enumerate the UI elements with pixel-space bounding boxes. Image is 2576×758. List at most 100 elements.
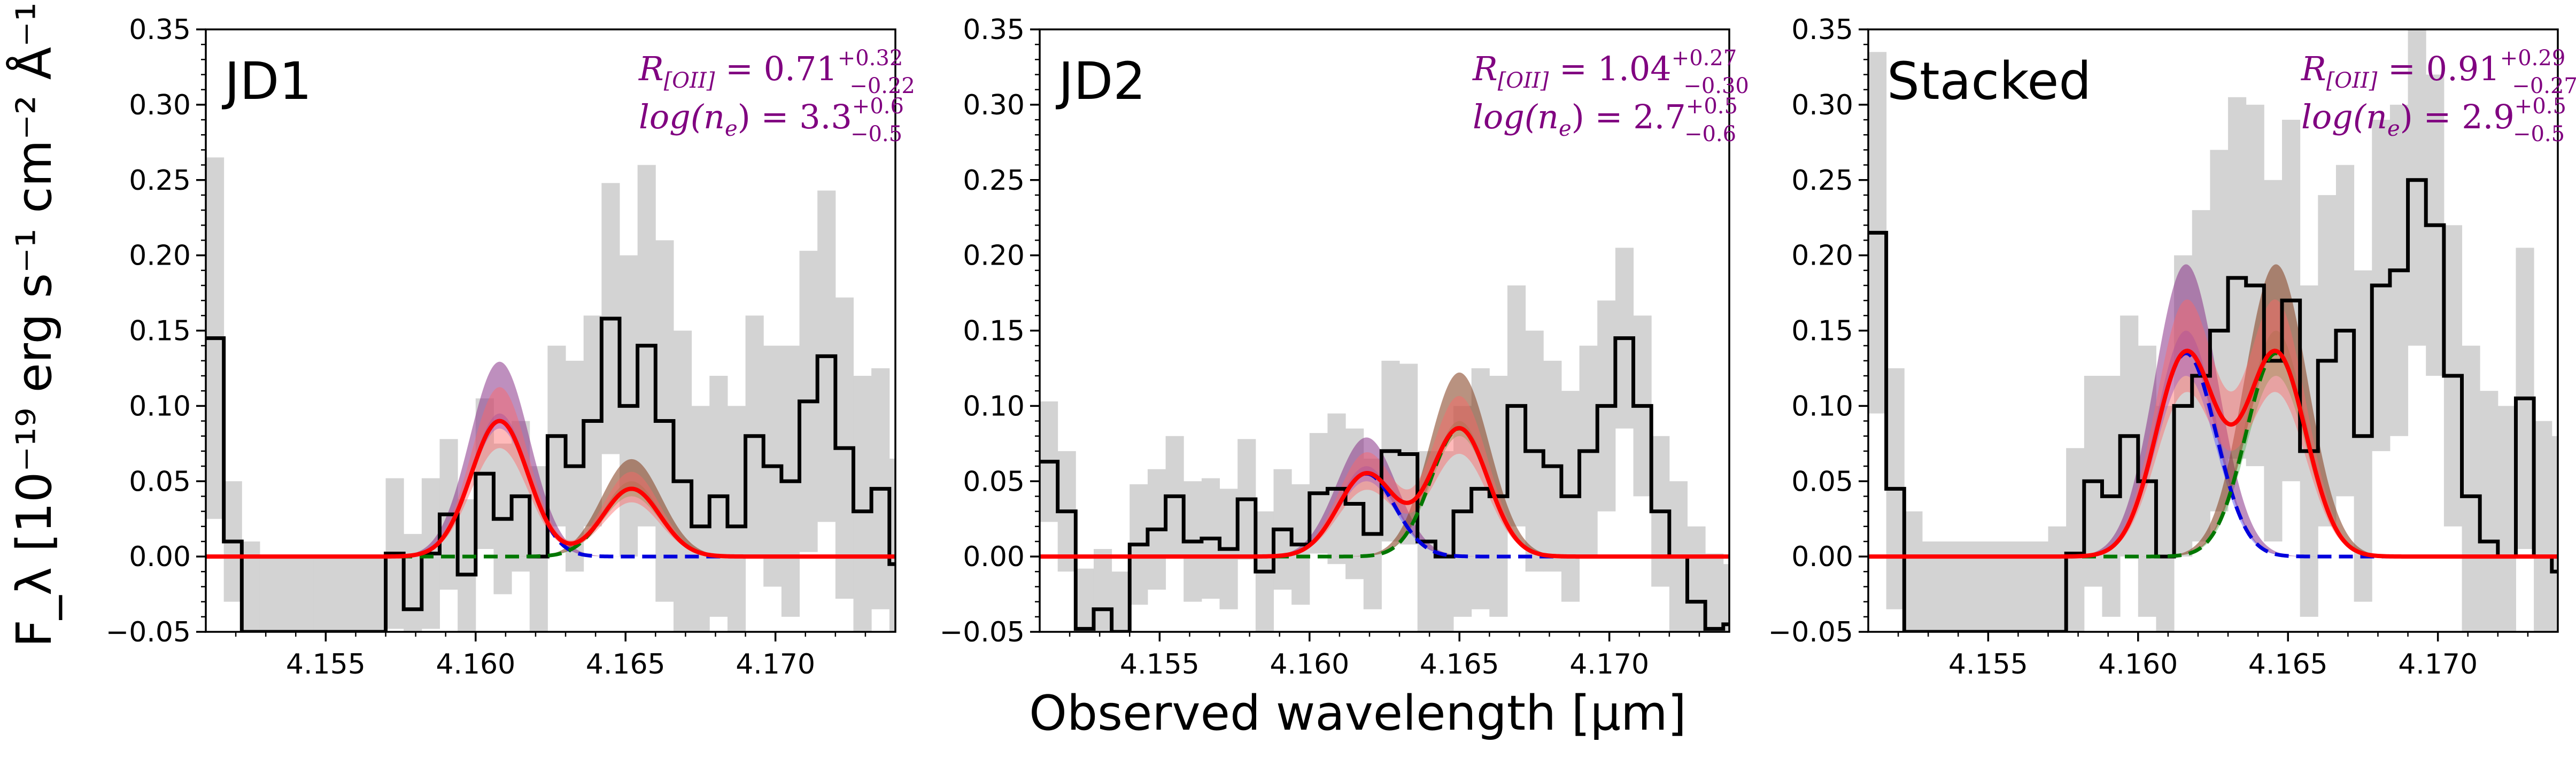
x-tick-label: 4.165: [2248, 648, 2328, 680]
error-band-bin: [907, 444, 925, 654]
annotation-log-ne: log(ne) = 2.7+0.5 −0.6: [1473, 94, 1738, 146]
error-band-bin: [2048, 526, 2067, 632]
y-tick-label: 0.10: [1791, 390, 1853, 422]
error-band-bin: [1867, 478, 1885, 599]
error-band-bin: [889, 458, 895, 632]
error-band-bin: [2462, 345, 2480, 632]
error-band-bin: [2408, 29, 2426, 346]
error-band-bin: [727, 406, 746, 632]
y-tick-label: 0.05: [1791, 466, 1853, 498]
total-model-line: [206, 419, 895, 559]
error-band-bin: [1705, 553, 1724, 632]
x-tick-label: 4.165: [1420, 648, 1499, 680]
y-tick-label: 0.00: [963, 541, 1025, 573]
annotation-log-ne: log(ne) = 3.3+0.6 −0.5: [639, 94, 904, 146]
y-tick-label: 0.35: [1791, 14, 1853, 46]
panel-jd2: −0.05 0.00 0.05 0.10 0.15 0.20 0.25 0.30 0.35 4.1…: [940, 14, 1885, 692]
error-band-bin: [313, 556, 332, 632]
x-tick-label: 4.160: [1270, 648, 1349, 680]
x-tick-label: 4.155: [1948, 648, 2028, 680]
y-tick-label: 0.05: [963, 466, 1025, 498]
y-tick-label: 0.15: [129, 315, 191, 347]
annotation-r-oii: R[OII] = 0.71+0.32 −0.22: [638, 46, 915, 98]
panel-label: JD2: [1056, 51, 1146, 111]
error-band-bin: [331, 556, 350, 632]
blue-overlap-band: [206, 361, 895, 557]
x-axis-label: Observed wavelength [μm]: [1029, 685, 1687, 741]
y-tick-label: 0.15: [963, 315, 1025, 347]
y-axis-label: F_λ [10⁻¹⁹ erg s⁻¹ cm⁻² Å⁻¹]: [5, 0, 63, 647]
observed-spectrum: [1868, 178, 2558, 632]
y-tick-label: −0.05: [1768, 616, 1853, 648]
error-band-bin: [2534, 421, 2552, 632]
annotation-r-oii: R[OII] = 0.91+0.29 −0.27: [2301, 46, 2576, 98]
error-band-bin: [1759, 466, 1777, 586]
plot-area: [206, 157, 962, 700]
total-model-line: [1868, 349, 2558, 559]
y-tick-label: 0.15: [1791, 315, 1853, 347]
error-band-bin: [404, 533, 422, 632]
plot-area: [1040, 247, 1885, 692]
blue-overlap-band: [1040, 437, 1729, 557]
total-model-line: [1040, 426, 1729, 559]
error-band-bin: [2156, 406, 2175, 632]
panel-stacked: −0.05 0.00 0.05 0.10 0.15 0.20 0.25 0.30 0.35 4.1…: [1768, 14, 2576, 758]
x-tick-label: 4.170: [1569, 648, 1649, 680]
y-tick-label: 0.25: [129, 165, 191, 197]
y-tick-label: 0.30: [129, 89, 191, 121]
y-tick-label: 0.20: [129, 240, 191, 272]
y-tick-label: 0.25: [1791, 165, 1853, 197]
y-tick-label: 0.00: [129, 541, 191, 573]
x-tick-label: 4.160: [436, 648, 515, 680]
error-band-bin: [277, 556, 296, 632]
error-band-bin: [367, 556, 386, 632]
y-tick-label: −0.05: [106, 616, 191, 648]
observed-spectrum: [206, 316, 895, 632]
panel-label: Stacked: [1887, 51, 2091, 111]
error-band-bin: [1093, 549, 1112, 632]
x-tick-label: 4.170: [736, 648, 815, 680]
error-band-bin: [1723, 564, 1729, 632]
error-band-bin: [350, 556, 368, 632]
panel-label: JD1: [222, 51, 312, 111]
x-tick-label: 4.165: [586, 648, 666, 680]
x-tick-label: 4.155: [1120, 648, 1200, 680]
error-band-bin: [2570, 496, 2576, 758]
total-model-band: [1040, 396, 1729, 557]
blue-overlap-band: [1868, 264, 2558, 557]
total-model-band: [206, 387, 895, 557]
y-tick-label: 0.10: [963, 390, 1025, 422]
error-band-bin: [2480, 391, 2498, 632]
plot-area: [1868, 29, 2576, 758]
error-band-bin: [296, 556, 314, 632]
y-tick-label: 0.25: [963, 165, 1025, 197]
y-tick-label: −0.05: [940, 616, 1025, 648]
error-band-bin: [458, 499, 476, 632]
y-tick-label: 0.35: [963, 14, 1025, 46]
error-band-bin: [925, 519, 943, 700]
error-band-bin: [259, 556, 279, 632]
error-band-bin: [1687, 526, 1706, 632]
y-tick-label: 0.00: [1791, 541, 1853, 573]
y-tick-label: 0.30: [963, 89, 1025, 121]
error-band-bin: [2497, 406, 2516, 632]
x-tick-label: 4.160: [2098, 648, 2178, 680]
error-band-bin: [1741, 571, 1759, 692]
error-band-bin: [2551, 436, 2558, 632]
observed-spectrum: [1040, 336, 1729, 632]
panel-jd1: −0.05 0.00 0.05 0.10 0.15 0.20 0.25 0.30 0.35 4.1…: [106, 14, 962, 700]
annotation-log-ne: log(ne) = 2.9+0.5 −0.5: [2301, 94, 2566, 146]
error-band-bin: [2066, 448, 2085, 632]
error-band-bin: [1076, 568, 1094, 632]
y-tick-label: 0.05: [129, 466, 191, 498]
y-tick-label: 0.20: [1791, 240, 1853, 272]
error-band-bin: [1904, 511, 1923, 632]
y-tick-label: 0.10: [129, 390, 191, 422]
x-tick-label: 4.155: [286, 648, 366, 680]
y-tick-label: 0.35: [129, 14, 191, 46]
error-band-bin: [853, 376, 872, 632]
y-tick-label: 0.20: [963, 240, 1025, 272]
error-band-bin: [1435, 451, 1454, 632]
error-band-bin: [943, 343, 962, 523]
